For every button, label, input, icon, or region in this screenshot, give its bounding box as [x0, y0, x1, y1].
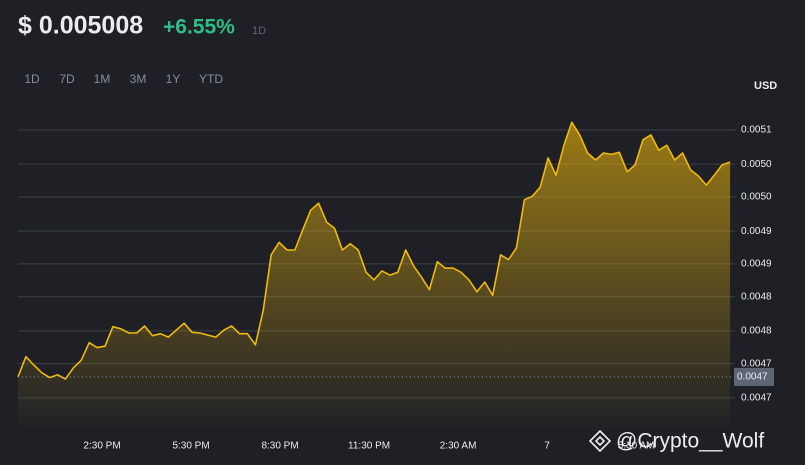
x-tick-label: 7: [544, 441, 550, 452]
tab[interactable]: 3M: [130, 72, 147, 86]
x-tick-label: 11:30 PM: [348, 441, 390, 452]
tab[interactable]: YTD: [199, 72, 223, 86]
y-tick-label: 0.0048: [741, 291, 772, 302]
area-fill: [18, 122, 731, 433]
tabs: 1D 7D 1M 3M 1Y YTD: [24, 72, 223, 86]
y-tick-label: 0.0049: [741, 226, 772, 237]
x-tick-label: 2:30 PM: [83, 441, 120, 452]
y-tick-label: 0.0050: [741, 159, 772, 170]
x-tick-label: 2:30 AM: [440, 441, 477, 452]
y-tick-label: 0.0048: [741, 326, 772, 337]
x-tick-label: 5:30 AM: [618, 441, 655, 452]
tab[interactable]: 1D: [24, 72, 40, 86]
y-axis-label: USD: [754, 80, 777, 92]
watermark-icon: [588, 429, 612, 453]
tab[interactable]: 1Y: [166, 72, 181, 86]
tab[interactable]: 1M: [94, 72, 111, 86]
period: 1D: [252, 25, 266, 37]
reference-label: 0.0047: [737, 372, 768, 383]
plot: 0.0047: [17, 121, 774, 433]
tab[interactable]: 7D: [59, 72, 75, 86]
watermark-text: @Crypto__Wolf: [616, 430, 764, 453]
y-tick-label: 0.0049: [741, 259, 772, 270]
y-tick-label: 0.0047: [741, 392, 772, 403]
price-line: [17, 121, 731, 380]
watermark: @Crypto__Wolf: [588, 429, 764, 453]
y-tick-label: 0.0051: [741, 125, 772, 136]
y-tick-label: 0.0050: [741, 192, 772, 203]
price: $ 0.005008: [18, 12, 143, 40]
x-tick-label: 8:30 PM: [261, 441, 298, 452]
reference-label-box: [734, 367, 774, 386]
x-tick-label: 5:30 PM: [172, 441, 209, 452]
y-tick-label: 0.0047: [741, 358, 772, 369]
price-change: +6.55%: [163, 16, 235, 39]
